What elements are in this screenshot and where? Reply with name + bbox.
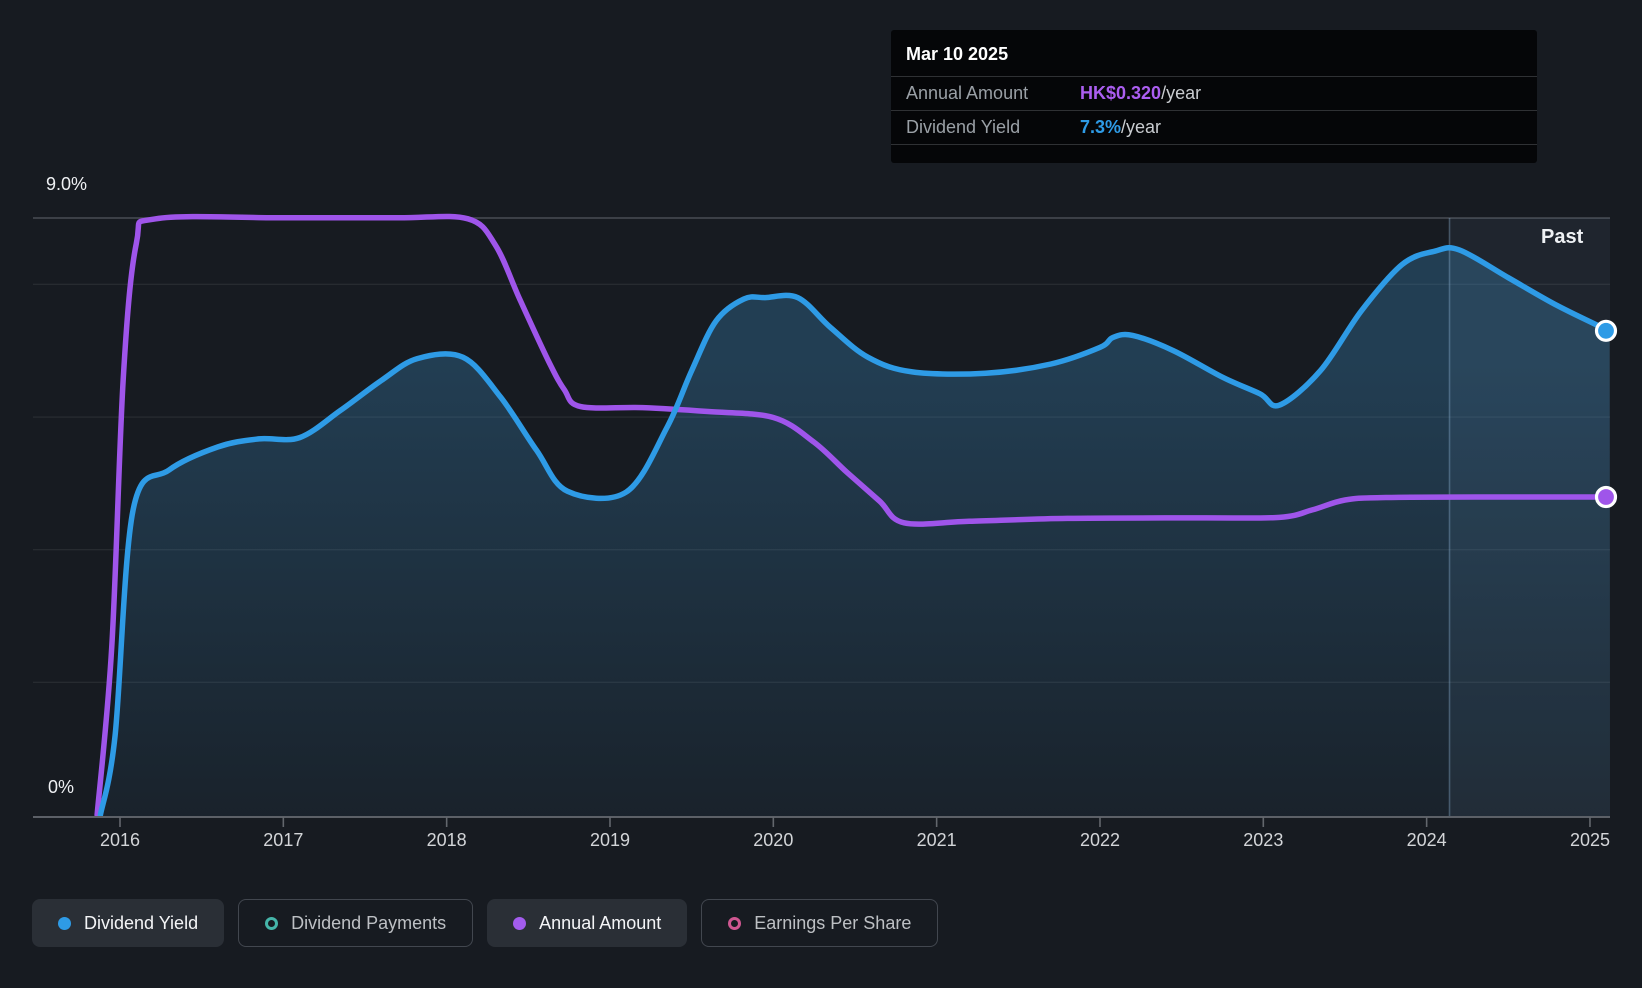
chart-tooltip: Mar 10 2025 Annual Amount HK$0.320/year … (891, 30, 1537, 163)
earnings-per-share-ring-icon (728, 916, 742, 930)
x-axis-year-label: 2021 (917, 830, 957, 850)
tooltip-label: Dividend Yield (906, 117, 1021, 137)
legend-label: Annual Amount (539, 912, 662, 933)
legend-item-annual-amount[interactable]: Annual Amount (487, 899, 688, 947)
legend-item-earnings-per-share[interactable]: Earnings Per Share (701, 899, 939, 947)
latest-point-markers (1594, 319, 1618, 509)
dividend-payments-ring-icon (265, 916, 279, 930)
y-axis-max-label: 9.0% (46, 174, 88, 194)
x-axis-year-label: 2024 (1407, 830, 1447, 850)
x-axis: 2016 2017 2018 2019 2020 2021 2022 2023 2024 2025 (33, 816, 1610, 850)
x-axis-year-label: 2018 (427, 830, 467, 850)
x-axis-year-label: 2025 (1570, 830, 1610, 850)
y-axis-zero-label: 0% (48, 777, 75, 797)
annual-amount-dot-icon (513, 916, 527, 930)
yield-area-fill (100, 247, 1612, 817)
tooltip-row-dividend-yield: Dividend Yield 7.3%/year (891, 111, 1537, 145)
x-axis-year-label: 2016 (100, 830, 140, 850)
x-axis-year-label: 2022 (1080, 830, 1120, 850)
legend-label: Dividend Yield (84, 912, 199, 933)
legend-label: Earnings Per Share (754, 912, 912, 933)
dividend-yield-latest-marker (1594, 319, 1618, 342)
x-axis-year-label: 2017 (263, 830, 303, 850)
x-axis-year-label: 2019 (590, 830, 630, 850)
annual-amount-latest-marker (1594, 485, 1618, 509)
series-lines (94, 213, 1614, 818)
legend-item-dividend-yield[interactable]: Dividend Yield (32, 899, 225, 947)
tooltip-date: Mar 10 2025 (891, 30, 1537, 77)
past-region-label: Past (1541, 226, 1584, 248)
past-region (1448, 218, 1610, 817)
tooltip-label: Annual Amount (906, 83, 1029, 103)
x-axis-year-label: 2020 (753, 830, 793, 850)
legend-item-dividend-payments[interactable]: Dividend Payments (238, 899, 474, 947)
tooltip-row-annual-amount: Annual Amount HK$0.320/year (891, 77, 1537, 111)
legend-label: Dividend Payments (291, 912, 447, 933)
tooltip-value: HK$0.320/year (1080, 83, 1202, 103)
dividend-yield-dot-icon (58, 916, 71, 930)
chart-legend: Dividend Yield Dividend Payments Annual … (32, 899, 939, 947)
x-axis-year-label: 2023 (1243, 830, 1283, 850)
tooltip-value: 7.3%/year (1080, 117, 1162, 137)
